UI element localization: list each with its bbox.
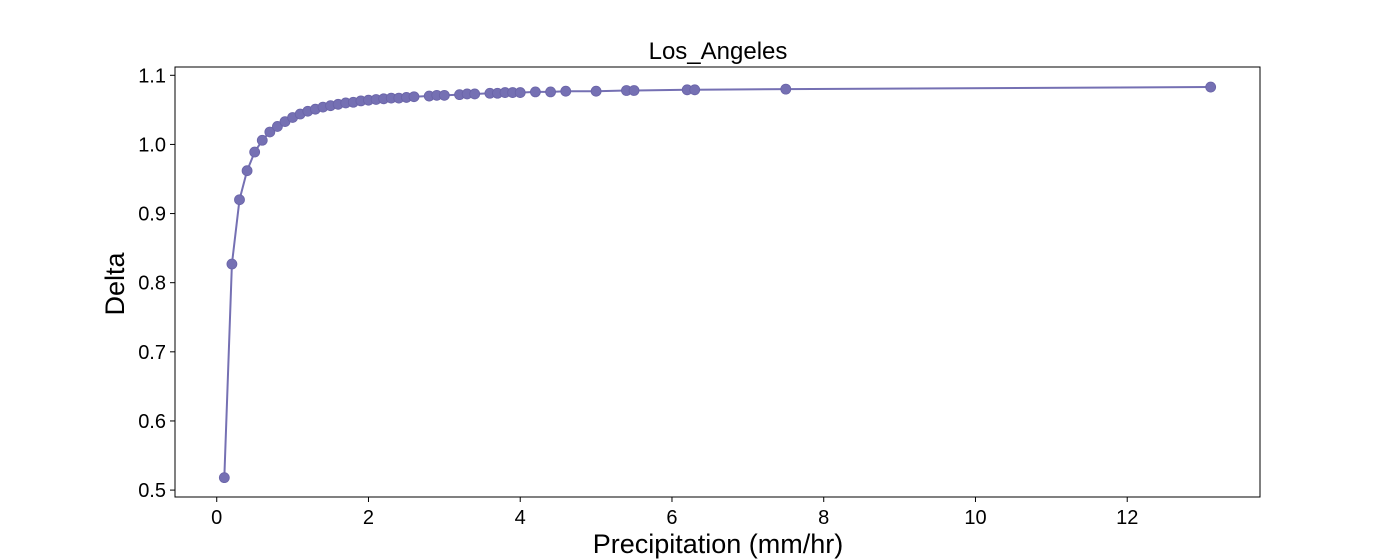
data-point: [545, 86, 556, 98]
plot-marks: [218, 81, 1217, 484]
x-tick-label: 2: [363, 507, 374, 529]
data-point: [590, 85, 602, 97]
data-point: [272, 121, 283, 132]
x-axis: 0 2 4 6 8 10 12: [211, 497, 1138, 529]
data-point: [408, 91, 420, 103]
y-axis-title: Delta: [100, 252, 130, 316]
plot-frame: [174, 66, 1261, 498]
y-tick-label: 0.6: [138, 411, 166, 433]
data-point: [780, 83, 792, 95]
data-point: [438, 89, 450, 101]
data-point: [689, 84, 701, 96]
data-point: [514, 87, 526, 98]
x-tick-label: 8: [818, 507, 829, 529]
data-point: [264, 126, 276, 138]
y-tick-label: 0.7: [138, 342, 166, 364]
x-tick-label: 12: [1116, 507, 1138, 529]
x-axis-title: Precipitation (mm/hr): [593, 529, 844, 559]
x-tick-label: 4: [515, 507, 526, 529]
y-axis: 0.5 0.6 0.7 0.8 0.9 1.0 1.1: [138, 65, 175, 502]
y-tick-label: 0.5: [138, 480, 166, 502]
data-point: [249, 146, 261, 158]
chart-title: Los_Angeles: [649, 38, 788, 65]
data-point: [530, 86, 541, 98]
x-tick-label: 6: [666, 507, 677, 529]
data-point: [241, 165, 253, 177]
x-tick-label: 0: [211, 507, 222, 529]
y-tick-label: 1.1: [138, 65, 166, 87]
data-point: [234, 194, 245, 206]
data-point: [628, 85, 640, 96]
series-line: [223, 86, 1211, 478]
data-point: [256, 134, 268, 146]
data-point: [1205, 81, 1217, 93]
y-tick-label: 1.0: [138, 134, 166, 156]
x-tick-label: 10: [964, 507, 986, 529]
data-point: [218, 472, 230, 484]
data-point: [469, 88, 481, 100]
data-point: [560, 85, 572, 97]
y-tick-label: 0.8: [138, 273, 166, 295]
y-tick-label: 0.9: [138, 204, 166, 226]
data-point: [226, 258, 238, 270]
